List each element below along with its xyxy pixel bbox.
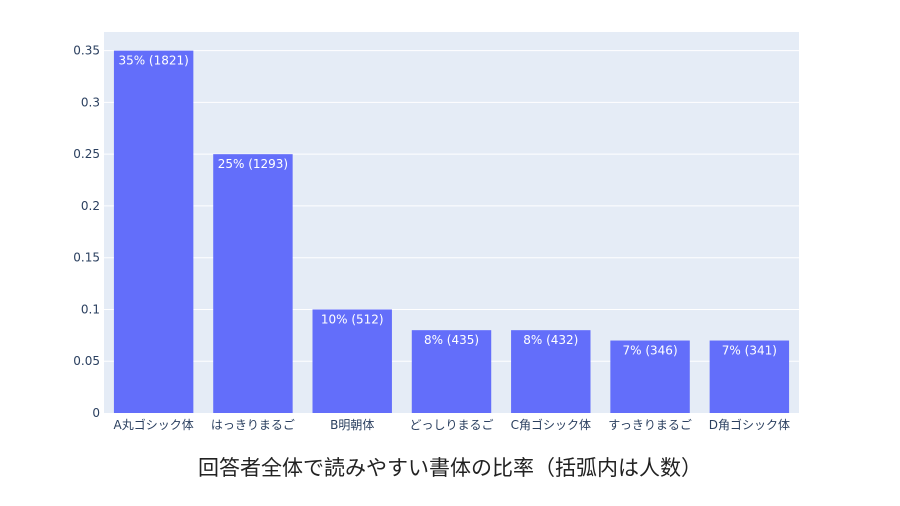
chart-caption: 回答者全体で読みやすい書体の比率（括弧内は人数） xyxy=(198,456,702,480)
bar-data-label: 25% (1293) xyxy=(218,157,288,171)
y-tick-label: 0.35 xyxy=(73,44,100,58)
bar-data-label: 10% (512) xyxy=(321,312,384,326)
y-tick-label: 0 xyxy=(92,406,100,420)
bar xyxy=(610,340,690,413)
bar xyxy=(411,330,492,413)
x-tick-label: B明朝体 xyxy=(330,418,374,432)
chart-svg: 35% (1821) 25% (1293) 10% (512) 8% (435) 8% … xyxy=(73,32,799,432)
bar xyxy=(709,340,790,413)
y-tick-label: 0.3 xyxy=(81,95,100,109)
x-tick-label: どっしりまるご xyxy=(409,417,493,432)
x-tick-label: はっきりまるご xyxy=(211,417,295,432)
x-tick-label: D角ゴシック体 xyxy=(709,417,790,432)
bars xyxy=(113,50,790,414)
bar xyxy=(312,309,392,413)
y-tick-label: 0.25 xyxy=(73,147,100,161)
bar-data-label: 35% (1821) xyxy=(118,54,188,68)
y-tick-label: 0.2 xyxy=(81,199,100,213)
x-tick-label: すっきりまるご xyxy=(608,417,692,432)
y-tick-label: 0.05 xyxy=(73,354,100,368)
y-tick-label: 0.15 xyxy=(73,251,100,265)
bar-data-label: 8% (435) xyxy=(424,333,479,347)
data-labels: 35% (1821) 25% (1293) 10% (512) 8% (435) 8% … xyxy=(118,54,776,358)
bar-data-label: 7% (346) xyxy=(623,344,678,358)
bar-chart: 35% (1821) 25% (1293) 10% (512) 8% (435) 8% … xyxy=(73,32,799,432)
bar-data-label: 8% (432) xyxy=(523,333,578,347)
bar-data-label: 7% (341) xyxy=(722,344,777,358)
bar xyxy=(511,330,591,413)
bar xyxy=(113,50,194,414)
bar xyxy=(213,154,293,414)
x-tick-label: C角ゴシック体 xyxy=(511,417,591,432)
x-axis-ticks: A丸ゴシック体 はっきりまるご B明朝体 どっしりまるご C角ゴシック体 すっきりまるご D… xyxy=(114,417,790,432)
y-axis-ticks: 0 0.05 0.1 0.15 0.2 0.25 0.3 0.35 xyxy=(73,44,100,420)
x-tick-label: A丸ゴシック体 xyxy=(114,417,194,432)
y-tick-label: 0.1 xyxy=(81,302,100,316)
